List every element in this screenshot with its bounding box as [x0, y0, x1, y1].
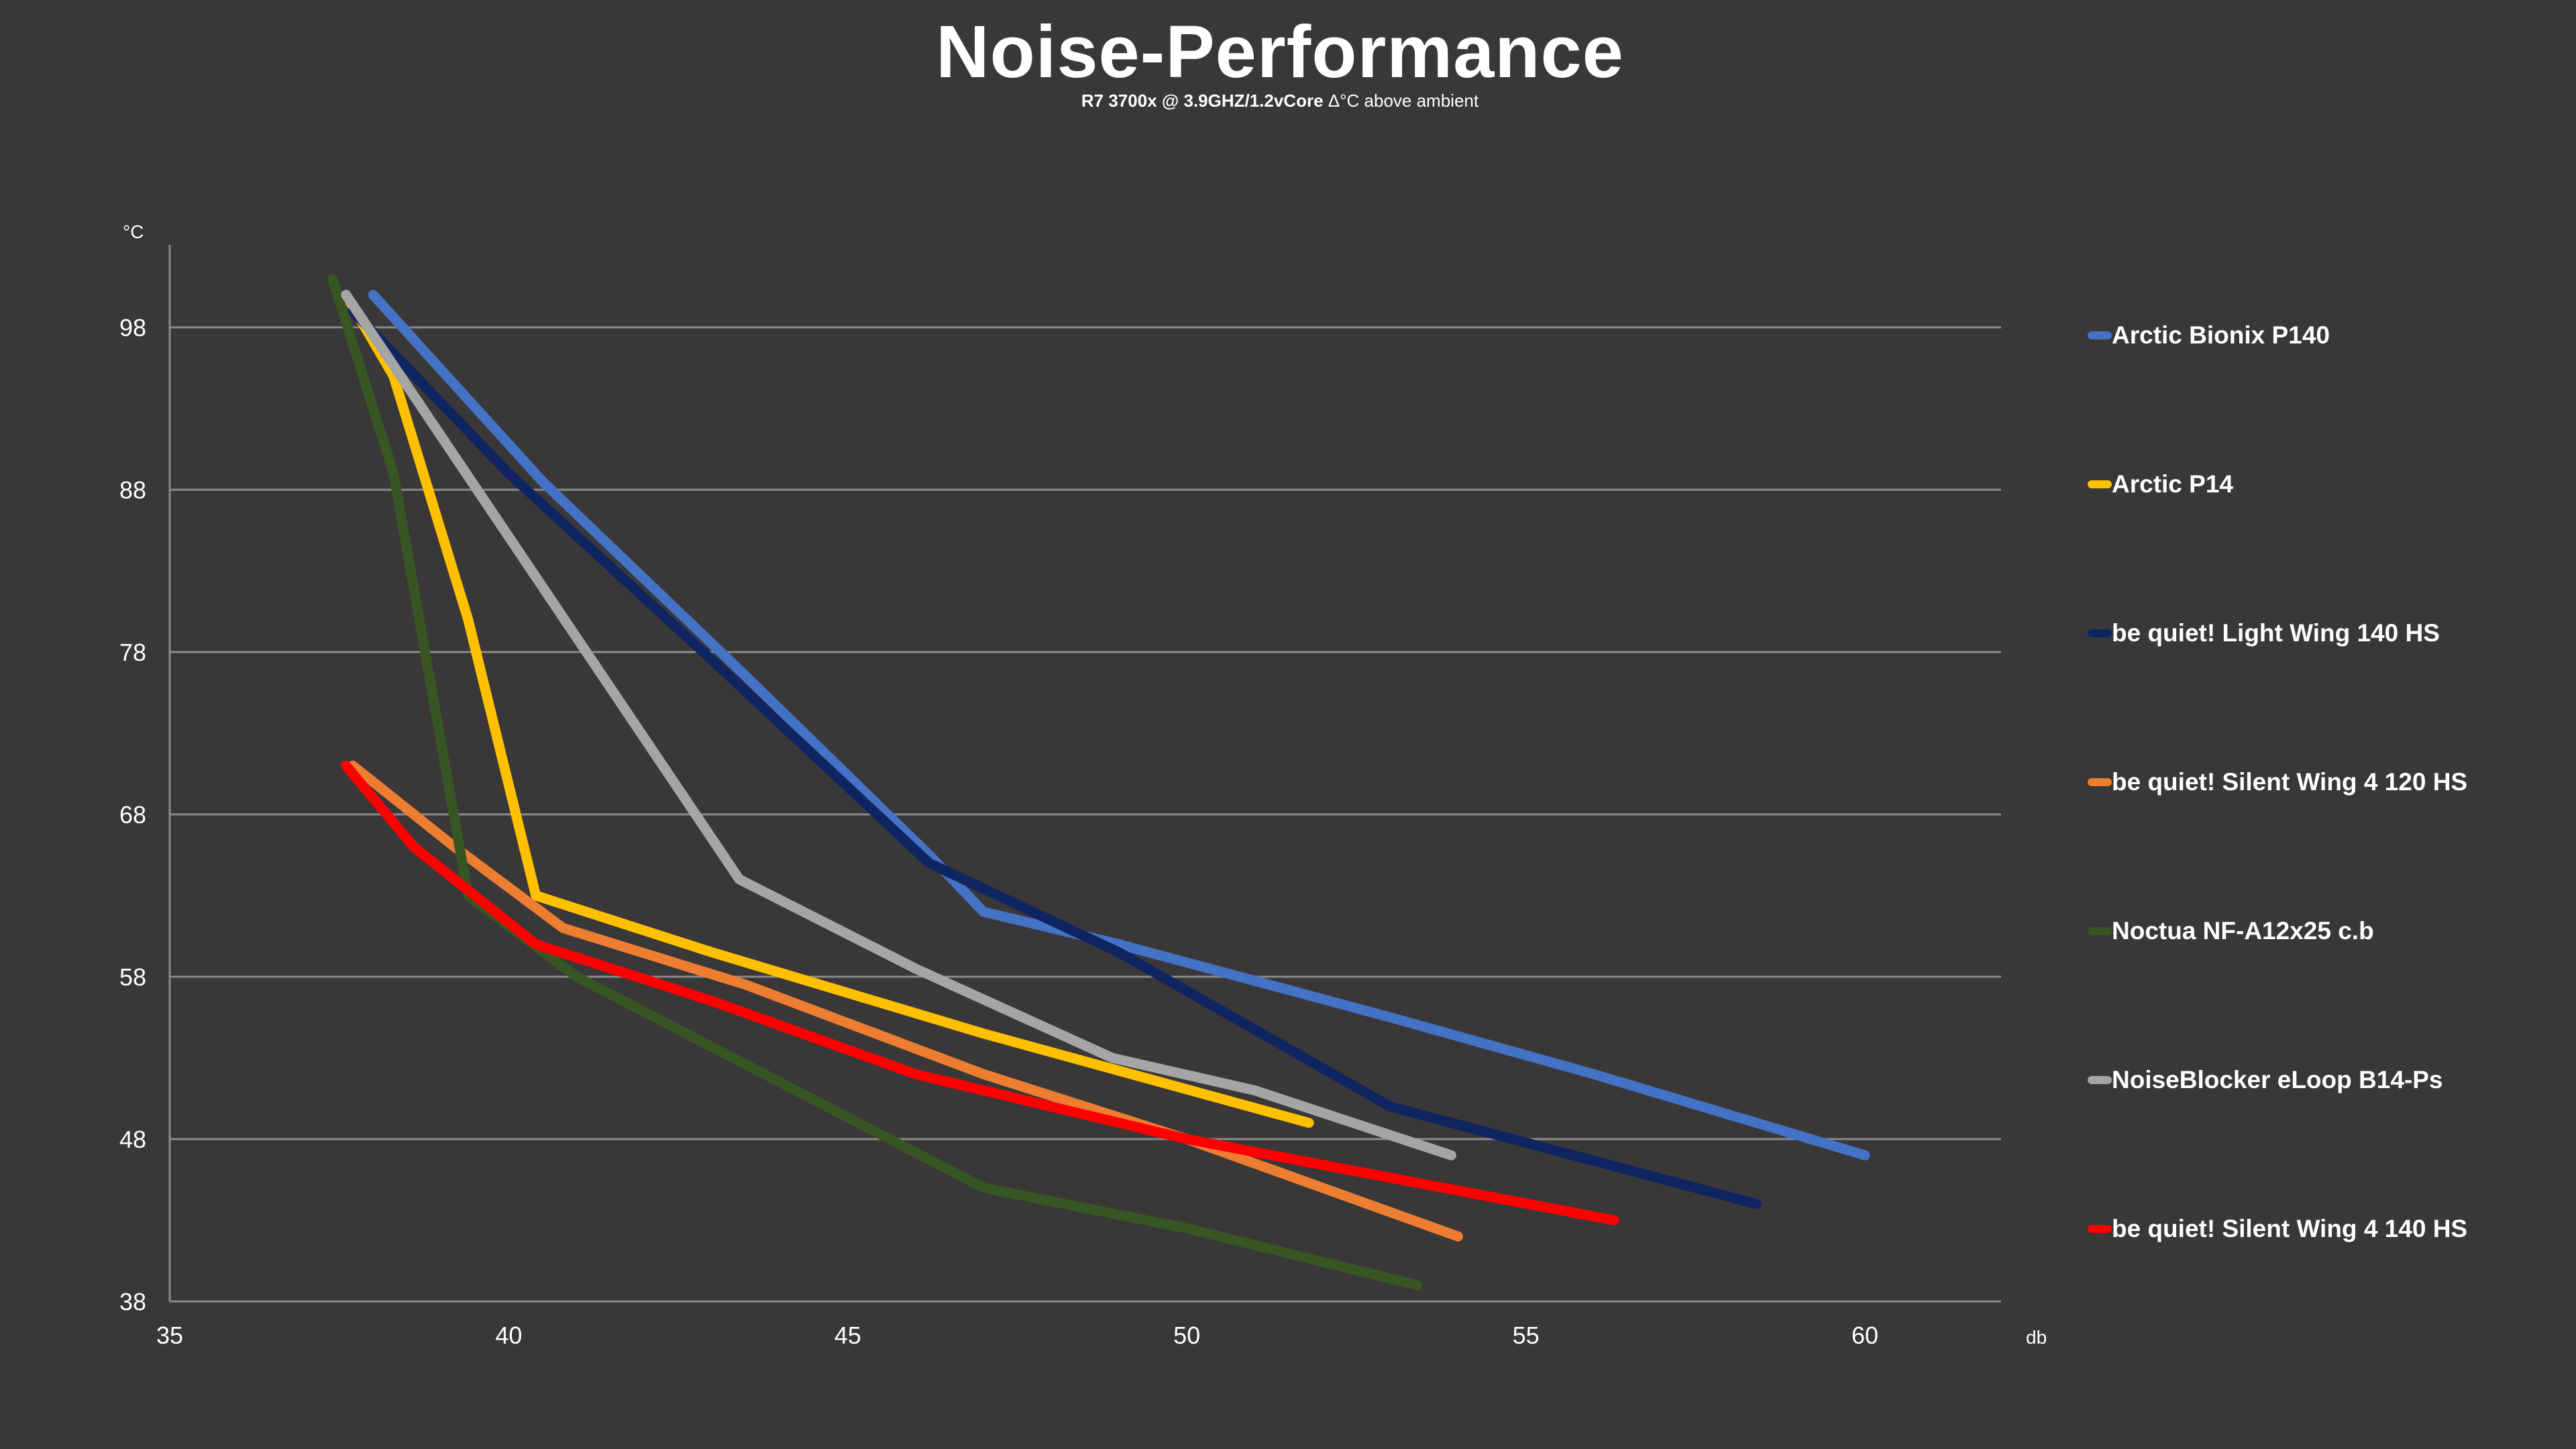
- x-tick-label: 50: [1173, 1322, 1200, 1349]
- series-line-1: [368, 290, 1870, 1161]
- y-tick-label: 68: [119, 801, 146, 828]
- legend-label: Noctua NF-A12x25 c.b: [2112, 917, 2374, 945]
- y-tick-label: 78: [119, 639, 146, 666]
- legend-swatch: [2088, 480, 2112, 488]
- subtitle-rest: Δ°C above ambient: [1323, 91, 1479, 111]
- legend-item: Arctic P14: [2088, 464, 2233, 504]
- series-line-3: [347, 306, 1762, 1210]
- y-tick-label: 38: [119, 1288, 146, 1316]
- series-line-7: [341, 760, 1619, 1226]
- legend-swatch: [2088, 331, 2112, 339]
- y-axis-label: °C: [123, 221, 144, 242]
- legend-label: Arctic P14: [2112, 470, 2233, 498]
- legend-label: be quiet! Light Wing 140 HS: [2112, 619, 2440, 647]
- legend-label: Arctic Bionix P140: [2112, 321, 2330, 349]
- legend-label: NoiseBlocker eLoop B14-Ps: [2112, 1066, 2443, 1093]
- legend-swatch: [2088, 1225, 2112, 1233]
- legend-label: be quiet! Silent Wing 4 140 HS: [2112, 1215, 2468, 1242]
- y-tick-label: 98: [119, 314, 146, 341]
- chart-subtitle: R7 3700x @ 3.9GHZ/1.2vCore Δ°C above amb…: [0, 91, 2560, 111]
- subtitle-bold: R7 3700x @ 3.9GHZ/1.2vCore: [1081, 91, 1324, 111]
- x-tick-label: 55: [1513, 1322, 1540, 1349]
- x-tick-label: 40: [495, 1322, 522, 1349]
- legend-swatch: [2088, 927, 2112, 935]
- series-line-6: [341, 290, 1456, 1161]
- legend-swatch: [2088, 629, 2112, 637]
- x-tick-label: 60: [1851, 1322, 1878, 1349]
- legend-item: Noctua NF-A12x25 c.b: [2088, 911, 2374, 951]
- legend-swatch: [2088, 778, 2112, 786]
- y-tick-label: 58: [119, 963, 146, 991]
- legend-item: be quiet! Silent Wing 4 120 HS: [2088, 762, 2467, 802]
- legend-label: be quiet! Silent Wing 4 120 HS: [2112, 768, 2468, 796]
- axes: 38 48 58 68 78 88 98 35 40 45 50 55 60: [119, 245, 2001, 1349]
- x-axis-label: db: [2026, 1327, 2047, 1348]
- y-tick-label: 48: [119, 1126, 146, 1153]
- legend-swatch: [2088, 1076, 2112, 1084]
- legend-item: NoiseBlocker eLoop B14-Ps: [2088, 1060, 2443, 1100]
- series-lines: [327, 273, 1870, 1291]
- x-tick-label: 45: [835, 1322, 861, 1349]
- chart-title: Noise-Performance: [936, 11, 1624, 93]
- y-tick-label: 88: [119, 476, 146, 504]
- legend-item: be quiet! Light Wing 140 HS: [2088, 613, 2440, 653]
- x-tick-label: 35: [156, 1322, 183, 1349]
- legend-item: Arctic Bionix P140: [2088, 315, 2330, 356]
- series-line-2: [341, 290, 1314, 1128]
- legend-item: be quiet! Silent Wing 4 140 HS: [2088, 1209, 2467, 1249]
- series-line-5: [327, 273, 1423, 1291]
